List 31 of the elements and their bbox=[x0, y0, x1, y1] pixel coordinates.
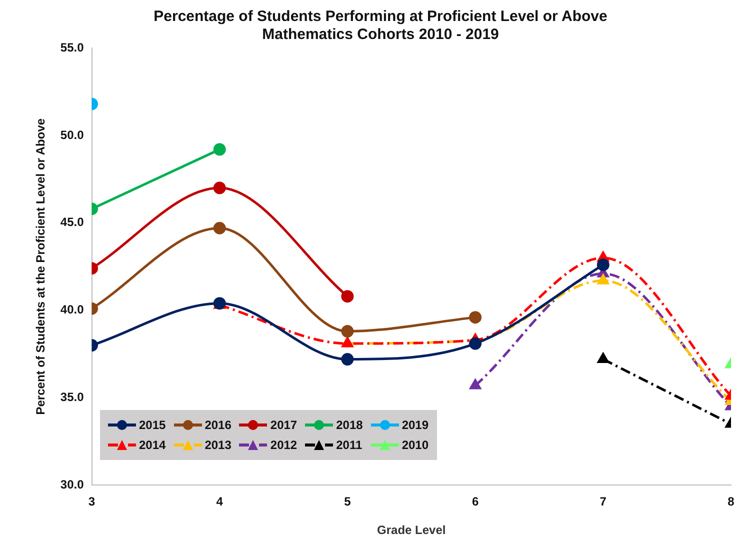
legend-label: 2016 bbox=[204, 418, 232, 432]
point bbox=[341, 325, 354, 338]
x-axis-title: Grade Level bbox=[377, 523, 446, 538]
x-tick-label: 5 bbox=[344, 494, 352, 509]
legend-label: 2010 bbox=[402, 438, 429, 452]
point bbox=[470, 379, 481, 390]
legend-label: 2013 bbox=[204, 438, 232, 452]
x-tick-label: 4 bbox=[216, 494, 224, 509]
y-tick-label: 50.0 bbox=[60, 128, 84, 142]
point bbox=[341, 290, 354, 303]
legend-label: 2018 bbox=[336, 418, 363, 432]
y-tick-label: 30.0 bbox=[60, 478, 84, 492]
legend-label: 2017 bbox=[270, 418, 298, 432]
legend-label: 2011 bbox=[336, 438, 362, 452]
y-axis-title: Percent of Students at the Proficient Level or Above bbox=[34, 118, 48, 415]
legend-label: 2012 bbox=[270, 438, 298, 452]
x-tick-label: 7 bbox=[600, 494, 607, 509]
x-tick-label: 3 bbox=[88, 494, 96, 509]
legend-label: 2015 bbox=[139, 418, 166, 432]
y-tick-label: 40.0 bbox=[60, 302, 84, 317]
point bbox=[469, 337, 482, 350]
legend-label: 2019 bbox=[402, 418, 429, 432]
x-tick-label: 8 bbox=[728, 494, 735, 509]
y-tick-label: 55.0 bbox=[60, 40, 84, 54]
point bbox=[341, 353, 354, 366]
legend-label: 2014 bbox=[139, 438, 166, 452]
chart-title: Percentage of Students Performing at Proficient Level or Above Mathematics Cohorts 2010 - 2019 bbox=[154, 8, 608, 44]
y-tick-label: 35.0 bbox=[60, 390, 84, 404]
point bbox=[469, 311, 482, 324]
y-tick-label: 45.0 bbox=[60, 215, 84, 230]
x-tick-label: 6 bbox=[472, 494, 479, 509]
